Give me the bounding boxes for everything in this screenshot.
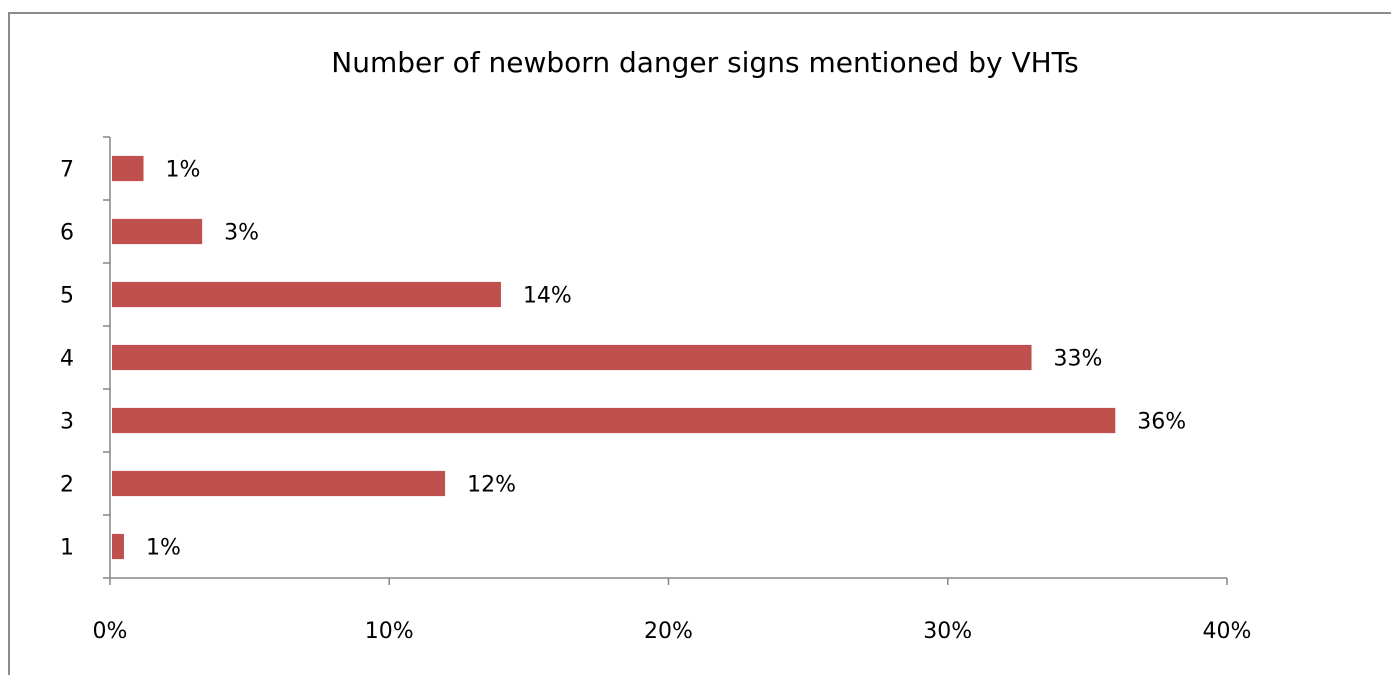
data-label: 1%	[146, 536, 181, 561]
data-label: 1%	[166, 158, 201, 183]
y-tick-label: 4	[60, 347, 74, 372]
bar	[112, 533, 124, 560]
x-axis-ticks: 0% 10% 20% 30% 40%	[93, 578, 1252, 644]
data-label: 12%	[467, 473, 516, 498]
bar	[112, 218, 203, 245]
y-tick-label: 5	[60, 284, 74, 309]
bar	[112, 155, 144, 182]
x-tick-label: 0%	[93, 619, 128, 644]
chart-frame	[8, 12, 1391, 675]
data-labels: 1% 12% 36% 33% 14% 3% 1%	[146, 158, 1186, 561]
y-tick-label: 1	[60, 536, 74, 561]
y-tick-label: 7	[60, 158, 74, 183]
y-tick-label: 3	[60, 410, 74, 435]
bar	[112, 470, 446, 497]
data-label: 14%	[523, 284, 572, 309]
bar	[112, 281, 501, 308]
y-axis-ticks: 1 2 3 4 5 6 7	[60, 136, 110, 579]
chart-title: Number of newborn danger signs mentioned…	[331, 46, 1078, 79]
bar	[112, 407, 1116, 434]
x-tick-label: 20%	[644, 619, 693, 644]
y-tick-label: 6	[60, 221, 74, 246]
data-label: 3%	[224, 221, 259, 246]
y-tick-label: 2	[60, 473, 74, 498]
x-tick-label: 10%	[365, 619, 414, 644]
data-label: 33%	[1054, 347, 1103, 372]
data-label: 36%	[1137, 410, 1186, 435]
bar	[112, 344, 1032, 371]
bars	[112, 155, 1116, 560]
x-tick-label: 30%	[923, 619, 972, 644]
x-tick-label: 40%	[1203, 619, 1252, 644]
